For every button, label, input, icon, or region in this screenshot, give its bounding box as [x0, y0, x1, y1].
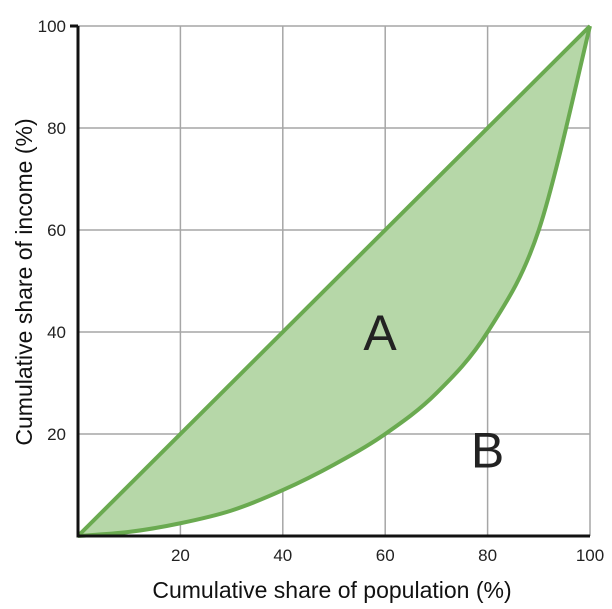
x-tick-label-3: 80: [478, 546, 497, 565]
region-labels: AB: [363, 305, 504, 478]
y-tick-label-3: 80: [47, 119, 66, 138]
y-tick-label-1: 40: [47, 323, 66, 342]
x-tick-label-2: 60: [376, 546, 395, 565]
y-tick-labels: 20 40 60 80 100: [38, 17, 66, 444]
y-tick-label-0: 20: [47, 425, 66, 444]
x-axis-title: Cumulative share of population (%): [152, 577, 511, 603]
y-tick-label-4: 100: [38, 17, 66, 36]
region-label-b: B: [471, 422, 504, 478]
equality-line: [76, 24, 592, 538]
x-tick-label-1: 40: [273, 546, 292, 565]
x-tick-labels: 20 40 60 80 100: [171, 546, 604, 565]
axes: [70, 24, 590, 538]
x-tick-label-0: 20: [171, 546, 190, 565]
lorenz-curve: [77, 25, 592, 538]
y-axis-title: Cumulative share of income (%): [11, 118, 37, 445]
y-tick-label-2: 60: [47, 221, 66, 240]
x-tick-label-4: 100: [576, 546, 604, 565]
region-label-a: A: [363, 305, 397, 361]
